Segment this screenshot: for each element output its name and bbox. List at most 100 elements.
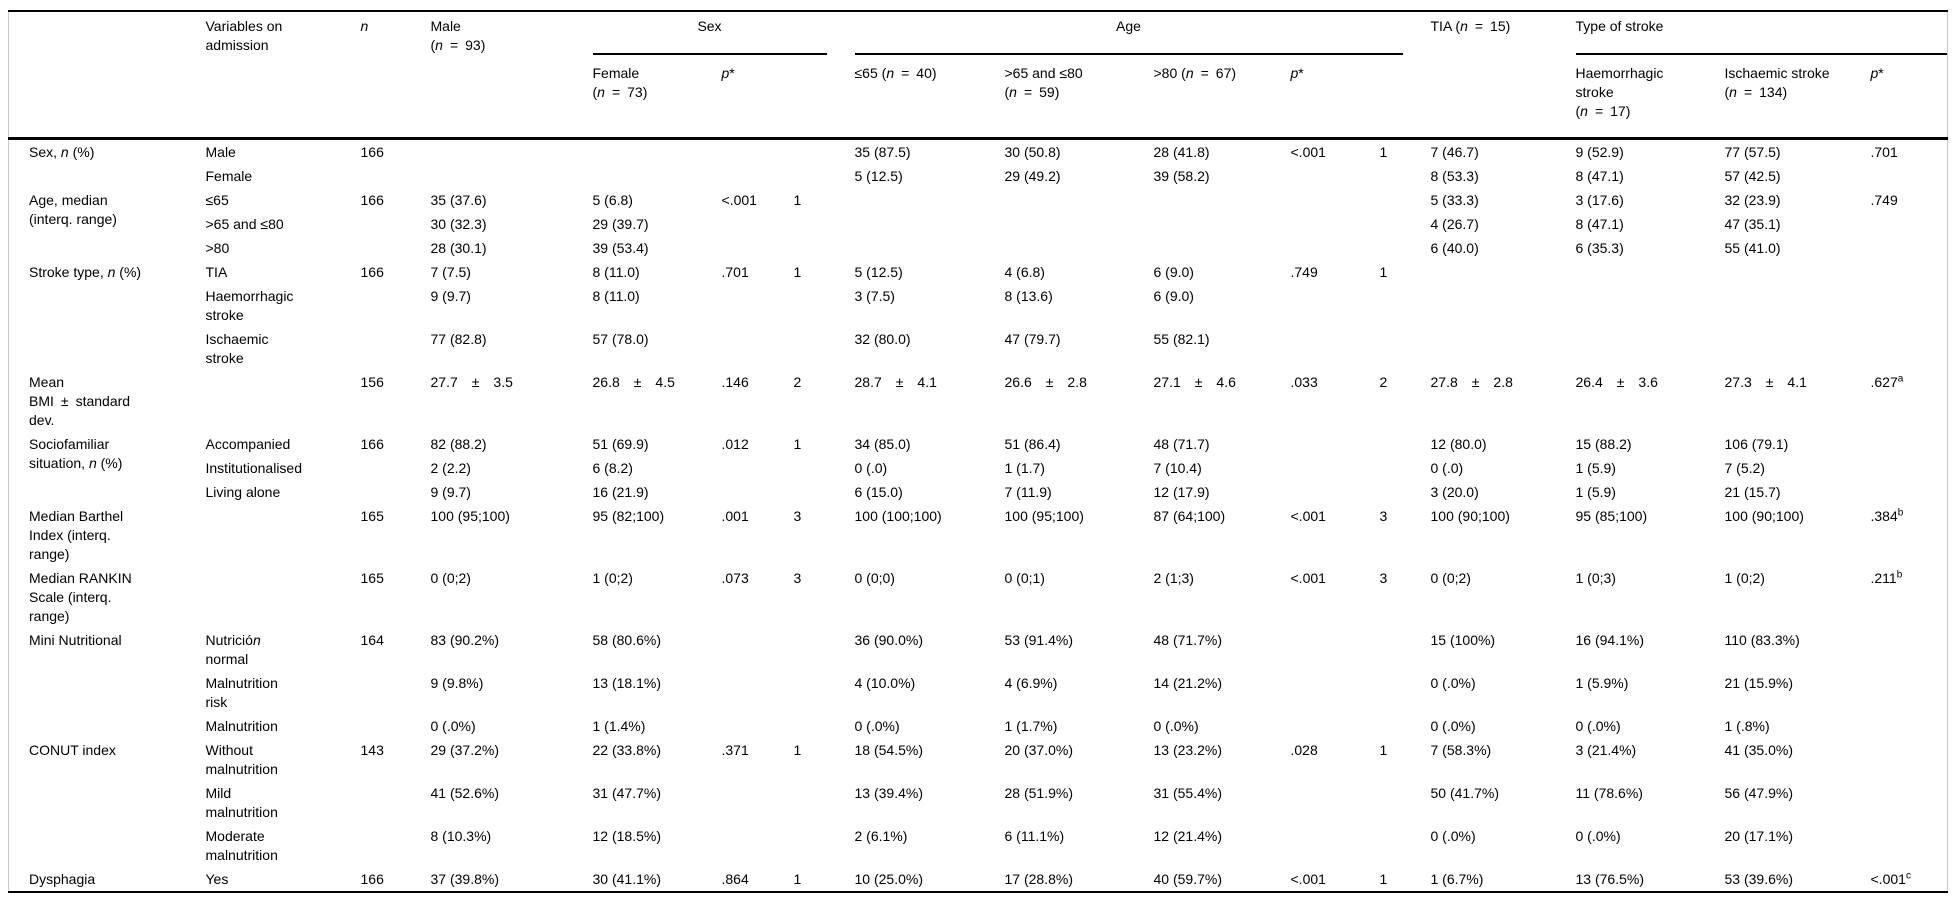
table-row: Stroke type, n (%) TIA 166 7 (7.5) 8 (11.0).… xyxy=(9,260,1948,284)
cell-variable: Institutionalised xyxy=(205,459,303,476)
cell-gt80: 27.1 ± 4.6 xyxy=(1153,373,1236,390)
cell-gt80: 39 (58.2) xyxy=(1153,167,1210,184)
cell-p-sex: .012 xyxy=(721,435,749,452)
cell-variable: TIA xyxy=(205,263,228,280)
cell-gt65-le80: 1 (1.7) xyxy=(1004,459,1045,476)
cell-df-sex xyxy=(794,212,855,236)
cell-p-stroke xyxy=(1871,327,1948,370)
cell-male: 28 (30.1) xyxy=(430,239,487,256)
cell-tia: 0 (.0%) xyxy=(1430,674,1476,691)
cell-ischaemic: 1 (.8%) xyxy=(1724,717,1770,734)
cell-p-sex: .146 xyxy=(721,373,749,390)
cell-gt65-le80: 26.6 ± 2.8 xyxy=(1004,373,1087,390)
row-label: Mean BMI ± standard dev. xyxy=(29,373,131,428)
cell-male: 2 (2.2) xyxy=(430,459,471,476)
cell-female: 95 (82;100) xyxy=(592,507,665,524)
header-row-subcolumns: Female (n = 73) p* ≤65 (n = 40) >65 and ≤80… xyxy=(9,59,1948,139)
cell-le65: 28.7 ± 4.1 xyxy=(854,373,937,390)
cell-ischaemic xyxy=(1725,284,1871,327)
cell-haemorrhagic: 3 (21.4%) xyxy=(1575,741,1637,758)
cell-tia: 5 (33.3) xyxy=(1430,191,1479,208)
cell-p-stroke: .384b xyxy=(1870,506,1904,524)
cell-p-sex: .701 xyxy=(721,263,749,280)
cell-df-age xyxy=(1380,236,1431,260)
cell-ischaemic: 56 (47.9%) xyxy=(1724,784,1793,801)
cell-tia: 7 (46.7) xyxy=(1430,143,1479,160)
cell-le65: 0 (0;0) xyxy=(854,569,895,586)
cell-variable xyxy=(206,370,361,432)
cell-gt80: 12 (17.9) xyxy=(1153,483,1210,500)
cell-n xyxy=(361,327,431,370)
cell-df-age xyxy=(1380,824,1431,867)
cell-df-sex xyxy=(794,139,855,165)
cell-n: 143 xyxy=(360,741,384,758)
cell-df-sex xyxy=(794,164,855,188)
cell-female: 12 (18.5%) xyxy=(592,827,661,844)
cell-female: 8 (11.0) xyxy=(592,263,640,280)
cell-gt80: 48 (71.7%) xyxy=(1153,631,1222,648)
cell-ischaemic: 20 (17.1%) xyxy=(1724,827,1793,844)
cell-p-age xyxy=(1291,628,1380,671)
cell-ischaemic: 55 (41.0) xyxy=(1724,239,1781,256)
cell-ischaemic: 32 (23.9) xyxy=(1724,191,1781,208)
table-row: Haemorrhagic stroke 9 (9.7) 8 (11.0) 3 (7.5… xyxy=(9,284,1948,327)
cell-p-stroke xyxy=(1871,284,1948,327)
cell-haemorrhagic: 8 (47.1) xyxy=(1575,215,1624,232)
cell-ischaemic: 106 (79.1) xyxy=(1724,435,1789,452)
cell-n xyxy=(361,781,431,824)
cell-male: 27.7 ± 3.5 xyxy=(430,373,513,390)
cell-gt80: 14 (21.2%) xyxy=(1153,674,1222,691)
cell-gt80: 28 (41.8) xyxy=(1153,143,1210,160)
cell-p-stroke: .211b xyxy=(1870,568,1903,586)
cell-df-sex: 1 xyxy=(793,741,802,758)
cell-variable: Moderate malnutrition xyxy=(205,827,278,863)
cell-p-stroke xyxy=(1871,628,1948,671)
cell-female: 29 (39.7) xyxy=(592,215,649,232)
cell-female: 26.8 ± 4.5 xyxy=(592,373,675,390)
cell-p-sex xyxy=(722,628,794,671)
cell-df-sex xyxy=(794,671,855,714)
table-row: Sex, n (%) Male 166 35 (87.5) 30 (50.8) 28 (4… xyxy=(9,139,1948,165)
table-row: Living alone 9 (9.7) 16 (21.9) 6 (15.0) 7 (1… xyxy=(9,480,1948,504)
cell-haemorrhagic: 8 (47.1) xyxy=(1575,167,1624,184)
table-row: Malnutrition risk 9 (9.8%) 13 (18.1%) 4 (10… xyxy=(9,671,1948,714)
cell-n: 156 xyxy=(360,373,384,390)
cell-tia: 0 (0;2) xyxy=(1430,569,1471,586)
cell-variable: Male xyxy=(205,143,236,160)
cell-variable: Mild malnutrition xyxy=(205,784,278,820)
cell-p-stroke xyxy=(1871,671,1948,714)
cell-p-sex xyxy=(722,327,794,370)
cell-df-age: 3 xyxy=(1379,569,1388,586)
cell-p-age xyxy=(1291,284,1380,327)
cell-le65 xyxy=(855,236,1005,260)
cell-female: 57 (78.0) xyxy=(592,330,649,347)
cell-male: 0 (.0%) xyxy=(430,717,476,734)
cell-variable: Haemorrhagic stroke xyxy=(205,287,294,323)
cell-male: 30 (32.3) xyxy=(430,215,487,232)
cell-le65: 0 (.0%) xyxy=(854,717,900,734)
cell-tia: 15 (100%) xyxy=(1430,631,1496,648)
cell-p-sex xyxy=(722,671,794,714)
cell-p-sex: <.001 xyxy=(721,191,757,208)
cell-male: 83 (90.2%) xyxy=(430,631,499,648)
cell-tia: 3 (20.0) xyxy=(1430,483,1479,500)
cell-p-sex xyxy=(722,139,794,165)
cell-gt65-le80: 47 (79.7) xyxy=(1004,330,1061,347)
cell-tia xyxy=(1431,327,1576,370)
cell-df-age: 1 xyxy=(1379,143,1388,160)
cell-p-sex xyxy=(722,480,794,504)
cell-df-sex: 1 xyxy=(793,191,802,208)
cell-tia xyxy=(1431,260,1576,284)
row-label: Stroke type, n (%) xyxy=(29,263,142,280)
cell-p-sex xyxy=(722,824,794,867)
cell-df-sex xyxy=(794,824,855,867)
cell-gt65-le80: 53 (91.4%) xyxy=(1004,631,1073,648)
variables-on-admission-header: Variables on admission xyxy=(205,18,283,53)
cell-female: 22 (33.8%) xyxy=(592,741,661,758)
cell-male: 9 (9.7) xyxy=(430,287,471,304)
age-group-label: Age xyxy=(1116,18,1141,34)
cell-df-age xyxy=(1380,628,1431,671)
cell-gt80: 6 (9.0) xyxy=(1153,263,1194,280)
cell-p-sex xyxy=(722,164,794,188)
